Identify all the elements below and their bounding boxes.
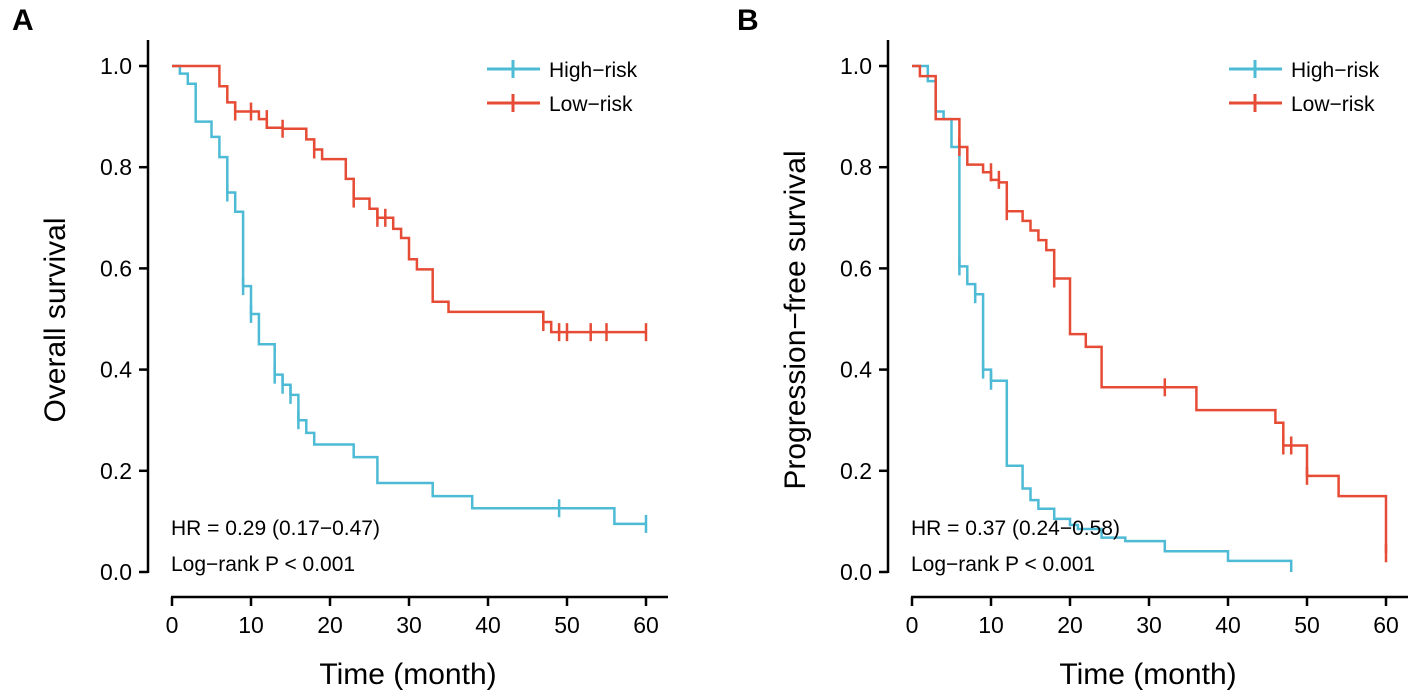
legend-low-risk-label: Low−risk — [1291, 93, 1375, 116]
panel-b-label: B — [737, 4, 759, 37]
x-tick-label: 40 — [475, 612, 501, 638]
panel-b: B 0.0 0.2 0.4 0.6 0.8 1.0 0 10 20 30 40 50 60 Time … — [737, 4, 1408, 691]
x-tick-label: 10 — [978, 612, 1004, 638]
panel-a-y-axis-title: Overall survival — [39, 217, 72, 422]
legend-low-risk-label: Low−risk — [549, 93, 633, 116]
x-tick-label: 0 — [906, 612, 919, 638]
panel-b-legend: High−risk Low−risk — [1229, 59, 1380, 116]
y-tick-label: 0.0 — [840, 559, 872, 585]
x-tick-label: 60 — [633, 612, 659, 638]
x-tick-label: 20 — [1057, 612, 1083, 638]
y-tick-label: 1.0 — [840, 53, 872, 79]
legend-high-risk-label: High−risk — [549, 59, 638, 82]
y-tick-label: 0.2 — [100, 458, 132, 484]
panel-a-x-axis: 0 10 20 30 40 50 60 — [166, 595, 668, 638]
y-tick-label: 0.2 — [840, 458, 872, 484]
x-tick-label: 50 — [554, 612, 580, 638]
x-tick-label: 40 — [1215, 612, 1241, 638]
panel-a-plot-area — [172, 64, 648, 533]
y-tick-label: 0.0 — [100, 559, 132, 585]
x-tick-label: 0 — [166, 612, 179, 638]
y-tick-label: 0.6 — [840, 255, 872, 281]
km-curve-low-risk — [172, 64, 646, 334]
panel-a-legend: High−risk Low−risk — [487, 59, 638, 116]
x-tick-label: 20 — [317, 612, 343, 638]
x-tick-label: 50 — [1294, 612, 1320, 638]
y-tick-label: 0.4 — [100, 357, 132, 383]
y-tick-label: 0.6 — [100, 255, 132, 281]
km-curve-high-risk — [912, 64, 1293, 572]
y-tick-label: 0.4 — [840, 357, 872, 383]
panel-b-y-axis-title: Progression−free survival — [779, 150, 812, 489]
panel-a: A 0.0 0.2 0.4 0.6 0.8 1.0 0 10 20 30 40 50 60 Time … — [12, 4, 668, 691]
x-tick-label: 30 — [396, 612, 422, 638]
panel-b-x-axis: 0 10 20 30 40 50 60 — [906, 595, 1408, 638]
panel-b-plot-area — [912, 64, 1388, 572]
panel-a-x-axis-title: Time (month) — [319, 658, 496, 691]
panel-a-log-rank-p: Log−rank P < 0.001 — [171, 553, 355, 576]
x-tick-label: 10 — [238, 612, 264, 638]
y-tick-label: 0.8 — [100, 154, 132, 180]
panel-a-y-axis: 0.0 0.2 0.4 0.6 0.8 1.0 — [100, 40, 150, 585]
panel-b-x-axis-title: Time (month) — [1059, 658, 1236, 691]
panel-a-hazard-ratio: HR = 0.29 (0.17−0.47) — [171, 517, 380, 540]
x-tick-label: 30 — [1136, 612, 1162, 638]
panel-b-log-rank-p: Log−rank P < 0.001 — [911, 553, 1095, 576]
legend-high-risk-label: High−risk — [1291, 59, 1380, 82]
x-tick-label: 60 — [1373, 612, 1399, 638]
km-curve-low-risk — [912, 64, 1388, 554]
panel-a-label: A — [12, 4, 34, 37]
y-tick-label: 0.8 — [840, 154, 872, 180]
panel-b-hazard-ratio: HR = 0.37 (0.24−0.58) — [911, 517, 1120, 540]
panel-b-y-axis: 0.0 0.2 0.4 0.6 0.8 1.0 — [840, 40, 890, 585]
y-tick-label: 1.0 — [100, 53, 132, 79]
